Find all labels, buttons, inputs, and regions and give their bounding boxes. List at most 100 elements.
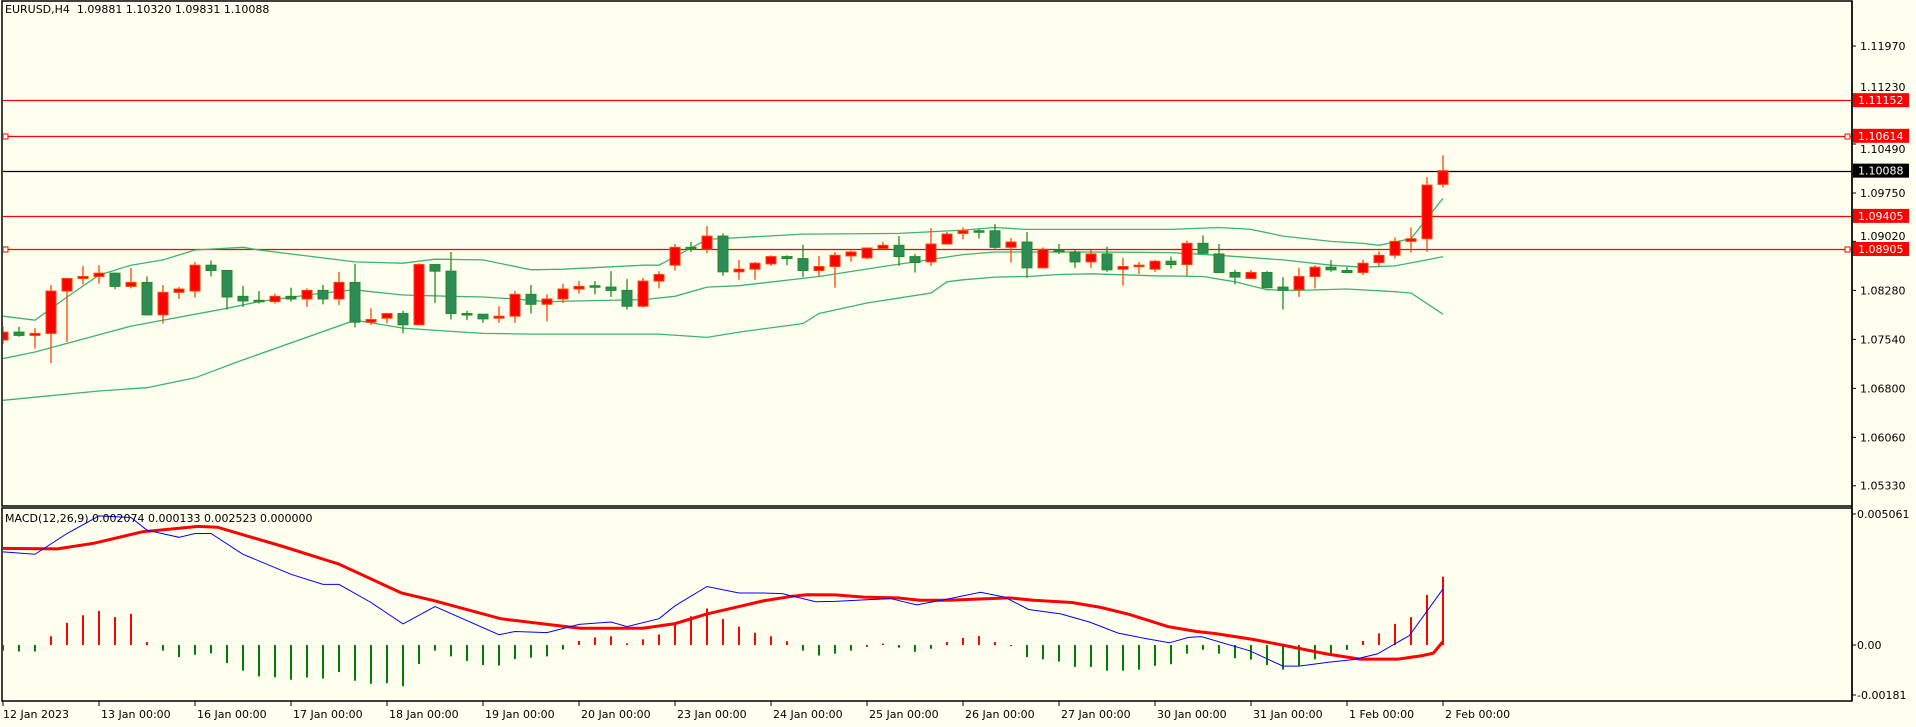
candle-body: [1005, 241, 1017, 248]
candle-body: [877, 244, 889, 250]
candle-body: [397, 313, 409, 326]
candle-body: [733, 268, 745, 273]
candle-body: [1389, 240, 1401, 256]
candle-body: [189, 264, 201, 292]
macd-panel[interactable]: [1, 507, 1853, 702]
candle-bullish: [765, 255, 777, 266]
level-price-tag: [1853, 93, 1909, 108]
time-tick-label: 25 Jan 00:00: [869, 708, 939, 721]
time-tick-label: 23 Jan 00:00: [677, 708, 747, 721]
candle-bullish: [1421, 177, 1433, 252]
candle-bullish: [1005, 238, 1017, 263]
time-tick-label: 19 Jan 00:00: [485, 708, 555, 721]
candle-body: [701, 235, 713, 250]
price-tick-label: 1.06800: [1860, 382, 1906, 395]
candle-body: [909, 256, 921, 264]
candle-body: [125, 281, 137, 287]
candle-bullish: [1245, 269, 1257, 280]
candle-bearish: [1261, 271, 1273, 289]
candle-body: [813, 266, 825, 272]
candle-bearish: [1325, 259, 1337, 272]
candle-body: [1373, 254, 1385, 264]
time-tick-label: 24 Jan 00:00: [773, 708, 843, 721]
level-price-tag-label: 1.10614: [1858, 130, 1904, 143]
candle-body: [1421, 184, 1433, 240]
candle-body: [381, 313, 393, 319]
candle-body: [493, 315, 505, 319]
candle-body: [1437, 170, 1449, 185]
time-tick-label: 2 Feb 00:00: [1445, 708, 1510, 721]
level-anchor-right[interactable]: [1844, 133, 1851, 140]
time-tick-label: 30 Jan 00:00: [1157, 708, 1227, 721]
candle-body: [349, 281, 361, 323]
candle-bullish: [77, 265, 89, 285]
time-tick-label: 18 Jan 00:00: [389, 708, 459, 721]
candle-body: [1021, 241, 1033, 269]
price-tick-label: 1.05330: [1860, 480, 1906, 493]
candle-body: [221, 270, 233, 298]
candle-body: [333, 281, 345, 300]
candle-bearish: [141, 276, 153, 316]
candle-body: [829, 254, 841, 268]
candle-body: [1053, 249, 1065, 253]
candle-bearish: [797, 244, 809, 278]
candle-body: [1197, 242, 1209, 254]
candle-bullish: [925, 228, 937, 266]
level-price-tag-label: 1.11152: [1858, 94, 1904, 107]
candle-bearish: [237, 285, 249, 307]
macd-tick-label: 0.00: [1857, 639, 1882, 652]
candle-bearish: [285, 287, 297, 302]
candle-bearish: [253, 291, 265, 304]
candle-bullish: [381, 312, 393, 324]
price-tick-label: 1.09750: [1860, 187, 1906, 200]
time-axis[interactable]: 12 Jan 2023 13 Jan 00:00 16 Jan 00:00 17 Ja…: [2, 701, 1510, 721]
candle-body: [653, 273, 665, 282]
candle-body: [957, 230, 969, 234]
candle-body: [3, 331, 9, 341]
candle-body: [413, 264, 425, 326]
candle-body: [445, 270, 457, 315]
candle-body: [205, 264, 217, 272]
macd-tick-label: -0.00181: [1857, 689, 1906, 702]
candle-bullish: [1149, 259, 1161, 272]
price-tick-label: 1.11970: [1860, 40, 1906, 53]
candle-body: [93, 272, 105, 277]
candle-body: [557, 288, 569, 300]
candle-body: [1181, 242, 1193, 266]
candle-bearish: [429, 263, 441, 303]
macd-indicator-label: MACD(12,26,9): [5, 512, 89, 525]
candle-bearish: [445, 251, 457, 320]
candle-bullish: [189, 261, 201, 298]
candle-bearish: [525, 285, 537, 314]
level-anchor-left[interactable]: [3, 246, 9, 253]
candle-body: [845, 251, 857, 257]
time-tick-label: 12 Jan 2023: [3, 708, 69, 721]
candle-bullish: [1389, 237, 1401, 259]
candle-body: [941, 233, 953, 245]
candle-bearish: [13, 326, 25, 337]
level-anchor-right[interactable]: [1844, 246, 1851, 253]
ohlc-values: 1.09881 1.10320 1.09831 1.10088: [76, 3, 270, 16]
price-tick-label: 1.07540: [1860, 333, 1906, 346]
price-plot-area: [3, 99, 1852, 401]
candle-bullish: [845, 250, 857, 262]
candle-bullish: [733, 259, 745, 280]
candle-body: [477, 313, 489, 320]
candle-bullish: [541, 294, 553, 322]
level-anchor-left[interactable]: [3, 133, 9, 140]
candle-bullish: [173, 287, 185, 299]
level-price-tag: [1853, 128, 1909, 143]
candle-bullish: [493, 306, 505, 323]
candle-bullish: [1133, 261, 1145, 274]
candle-body: [269, 295, 281, 303]
candle-bullish: [1037, 247, 1049, 269]
candle-bearish: [1229, 269, 1241, 285]
price-axis[interactable]: 1.11970 1.11230 1.10490 1.09750 1.09020 1.082…: [1851, 1, 1906, 701]
candle-body: [1165, 260, 1177, 266]
price-tick-label: 1.11230: [1860, 81, 1906, 94]
candle-bullish: [829, 251, 841, 288]
macd-plot-area: [3, 515, 1445, 687]
candle-bullish: [1085, 249, 1097, 268]
candle-body: [461, 313, 473, 316]
